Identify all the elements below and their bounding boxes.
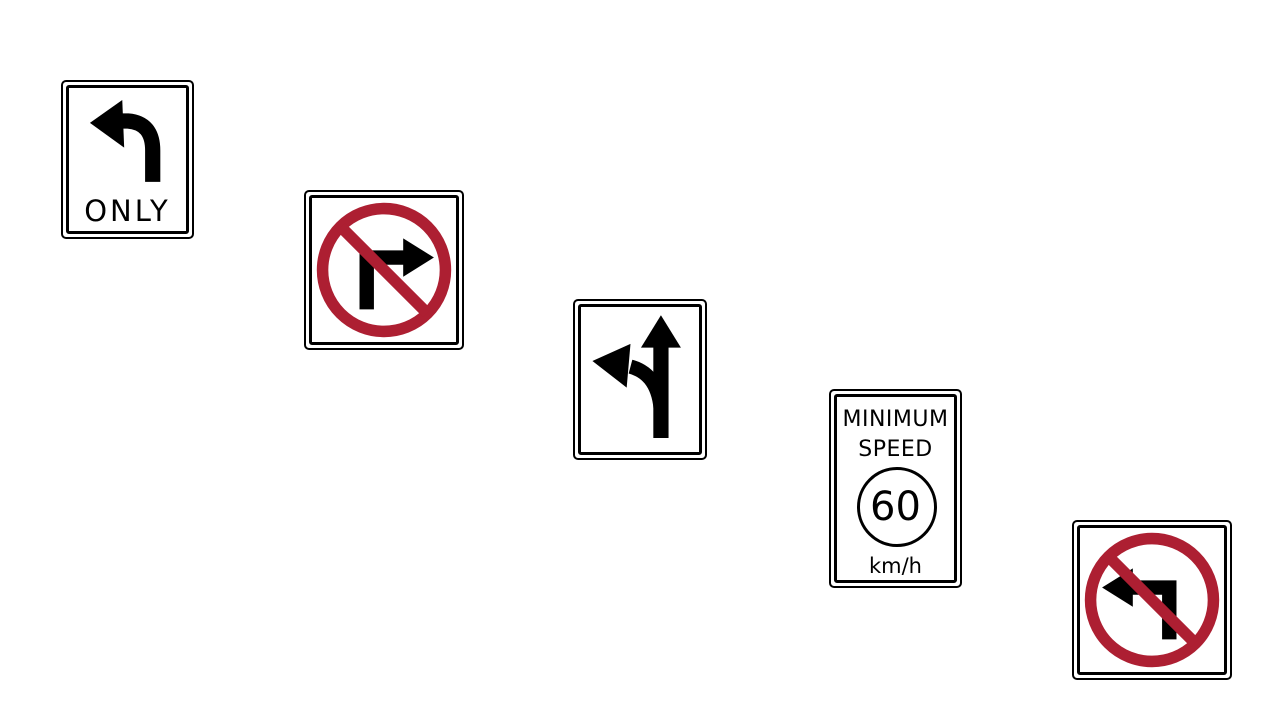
sign-legend-speed: SPEED [858,437,933,462]
no-left-turn-icon [1084,532,1220,668]
no-right-turn-icon [316,202,452,338]
left-and-straight-arrow-icon [592,315,681,439]
speed-value: 60 [870,484,921,530]
sign-inner-border: MINIMUM SPEED 60 km/h [834,394,957,583]
no-left-turn-sign [1072,520,1232,680]
left-turn-only-sign: ONLY [61,80,194,239]
sign-inner-border [578,304,702,455]
speed-circle [857,467,937,547]
sign-inner-border [309,195,459,345]
speed-unit: km/h [868,554,922,578]
minimum-speed-sign: MINIMUM SPEED 60 km/h [829,389,962,588]
sign-inner-border [1077,525,1227,675]
sign-legend-only: ONLY [84,194,171,228]
left-turn-arrow-icon [89,100,161,182]
sign-inner-border: ONLY [66,85,189,234]
no-right-turn-sign [304,190,464,350]
left-turn-or-straight-sign [573,299,707,460]
sign-legend-minimum: MINIMUM [842,407,949,432]
